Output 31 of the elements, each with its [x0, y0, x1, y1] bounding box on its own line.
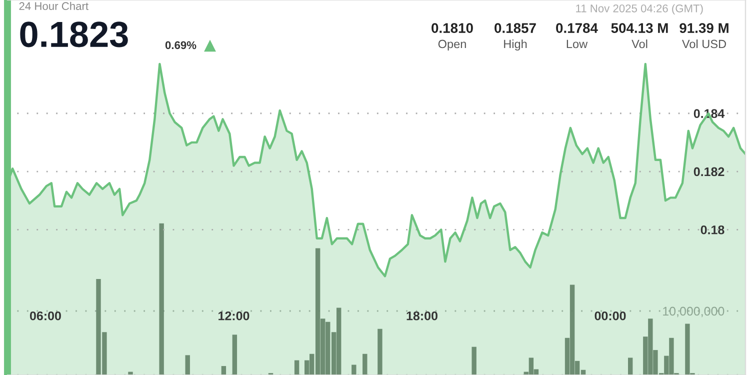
chart-subtitle: 0.1823	[20, 22, 128, 48]
y2-tick-label: 10,000,000	[663, 306, 724, 318]
bar	[472, 346, 476, 375]
x-tick-label: 12:00	[218, 311, 250, 320]
annotation: 0.69%	[165, 41, 196, 50]
bar	[628, 358, 633, 375]
bar	[232, 334, 238, 375]
x-tick-label: 00:00	[594, 311, 626, 320]
annotation: 11 Nov 2025 04:26 (GMT)	[576, 4, 703, 15]
annotation: Vol USD	[682, 40, 726, 48]
y-tick-label: 0.18	[700, 225, 724, 234]
y-tick-label: 0.182	[694, 167, 724, 176]
chart-title: 24 Hour Chart	[19, 2, 88, 10]
annotation: Low	[566, 40, 588, 48]
annotation: 91.39 M	[680, 23, 728, 33]
x-tick-label: 06:00	[30, 311, 61, 320]
annotation: 504.13 M	[611, 23, 668, 33]
bar	[352, 364, 356, 375]
bar	[294, 360, 300, 375]
bar	[159, 223, 164, 375]
annotation: 0.1857	[494, 23, 536, 33]
annotation: Open	[438, 40, 466, 50]
bar	[221, 366, 226, 375]
annotation: 0.1784	[556, 23, 598, 33]
bar	[362, 354, 368, 375]
bar	[378, 328, 382, 375]
annotation: 0.1810	[432, 23, 473, 33]
annotation: High	[504, 40, 527, 50]
annotation: Vol	[632, 40, 648, 48]
bar	[185, 355, 190, 375]
x-tick-label: 18:00	[406, 311, 438, 320]
